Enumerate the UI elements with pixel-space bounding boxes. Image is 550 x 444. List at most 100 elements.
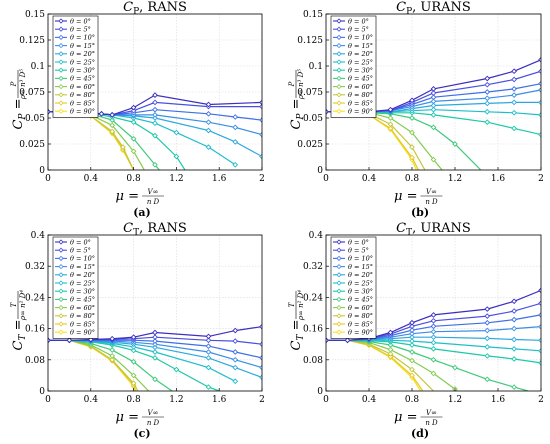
series-point-2	[538, 80, 541, 87]
legend-entry: θ = 60°	[348, 83, 373, 91]
series-point-1	[259, 103, 262, 110]
series-point-0	[48, 337, 51, 344]
series-point-1	[232, 338, 239, 344]
y-axis-frac-top: T	[288, 301, 296, 307]
x-axis-frac-bottom: n D	[425, 419, 438, 427]
series-point-6	[430, 346, 437, 352]
legend-entry: θ = 90°	[348, 108, 373, 116]
title-sub: P	[133, 7, 139, 17]
series-point-8	[387, 115, 394, 121]
y-tick-label: 0	[317, 387, 323, 397]
y-axis-frac-bottom: ρ∞ n³ D⁵	[297, 69, 305, 100]
series-point-0	[511, 68, 517, 75]
series-point-7	[130, 135, 137, 142]
legend-swatch-marker	[336, 59, 342, 65]
series-point-1	[430, 90, 437, 96]
series-group	[48, 323, 262, 391]
series-point-2	[511, 316, 517, 323]
y-label-sub: T	[18, 334, 28, 341]
y-axis-label: CT =	[289, 320, 306, 351]
legend: θ = 0°θ = 5°θ = 10°θ = 15°θ = 20°θ = 25°…	[52, 236, 99, 339]
series-point-1	[538, 68, 541, 75]
y-axis-frac-bottom: ρ∞ n² D⁴	[19, 290, 27, 321]
x-tick-label: 1.2	[448, 395, 462, 405]
x-tick-label: 1.6	[491, 174, 506, 184]
y-label-sub: P	[296, 113, 306, 121]
legend-swatch-marker	[336, 67, 342, 73]
series-point-4	[232, 139, 239, 145]
legend-entry: θ = 5°	[348, 26, 369, 34]
y-label-eq: =	[11, 320, 26, 335]
series-point-3	[205, 349, 212, 355]
series-point-8	[409, 357, 415, 364]
y-tick-label: 0.125	[19, 36, 45, 46]
y-tick-label: 0.025	[19, 140, 45, 150]
series-point-5	[511, 109, 517, 116]
series-point-1	[409, 323, 415, 330]
series-point-0	[326, 337, 329, 344]
title-rest: , URANS	[412, 0, 471, 15]
legend-entry: θ = 20°	[70, 50, 95, 58]
series-point-2	[259, 355, 262, 361]
series-point-2	[511, 86, 517, 92]
series-point-7	[152, 376, 158, 383]
chart-title: CT, URANS	[396, 221, 471, 238]
chart-panel-d: 0 0.4 0.8 1.2 1.6 200.080.160.240.320.4 CT, UR…	[288, 221, 544, 440]
y-axis-frac-top: P	[288, 81, 296, 87]
series-point-5	[232, 161, 239, 168]
x-tick-label: 2	[259, 174, 265, 184]
title-sub: T	[406, 228, 412, 238]
series-point-6	[173, 153, 180, 160]
legend-swatch-marker	[336, 329, 342, 335]
title-rest: , RANS	[139, 221, 187, 236]
series-point-4	[205, 355, 212, 361]
series-point-0	[205, 101, 212, 108]
x-tick-label: 0.4	[362, 395, 377, 405]
y-axis-label-group: CP =P ρ∞ n³ D⁵	[10, 69, 28, 130]
legend-swatch-marker	[336, 264, 342, 270]
y-axis-label: CP =	[289, 98, 306, 129]
y-tick-label: 0.08	[25, 356, 45, 366]
series-point-7	[409, 349, 415, 355]
x-tick-label: 1.6	[212, 395, 227, 405]
legend-entry: θ = 60°	[348, 304, 373, 312]
title-main: C	[123, 221, 133, 236]
x-axis-frac-top: V∞	[148, 409, 159, 417]
series-point-0	[484, 75, 491, 82]
y-tick-label: 0	[39, 166, 45, 176]
legend-swatch-marker	[58, 26, 64, 32]
legend-swatch-marker	[336, 51, 342, 57]
y-tick-label: 0.16	[303, 325, 323, 335]
series-point-8	[430, 156, 437, 163]
legend-swatch-marker	[336, 18, 342, 24]
legend-entry: θ = 80°	[70, 91, 95, 99]
legend-entry: θ = 30°	[70, 288, 95, 296]
legend-entry: θ = 10°	[70, 255, 95, 263]
series-point-0	[511, 298, 517, 305]
y-axis-label: CT =	[11, 320, 28, 351]
series-point-3	[538, 323, 541, 330]
series-point-4	[511, 99, 517, 106]
series-point-0	[152, 92, 158, 98]
series-point-4	[232, 364, 239, 371]
legend-entry: θ = 25°	[348, 58, 373, 66]
y-tick-label: 0.08	[303, 356, 323, 366]
title-main: C	[396, 0, 406, 15]
y-tick-label: 0.4	[31, 231, 46, 241]
y-tick-label: 0	[39, 387, 45, 397]
legend-swatch-marker	[336, 84, 342, 90]
legend-entry: θ = 0°	[348, 17, 369, 25]
x-tick-label: 1.2	[169, 395, 183, 405]
series-point-3	[409, 330, 415, 337]
series-point-5	[152, 349, 158, 355]
series-point-7	[430, 356, 437, 363]
series-point-7	[484, 376, 491, 383]
y-axis-label-group: CT =T ρ∞ n² D⁴	[288, 290, 306, 351]
y-label-main: C	[289, 341, 304, 351]
series-point-2	[259, 117, 262, 123]
series-point-3	[511, 92, 517, 98]
series-point-8	[109, 353, 116, 359]
series-point-3	[430, 328, 437, 335]
series-point-3	[259, 364, 262, 371]
y-tick-label: 0.32	[25, 262, 45, 272]
